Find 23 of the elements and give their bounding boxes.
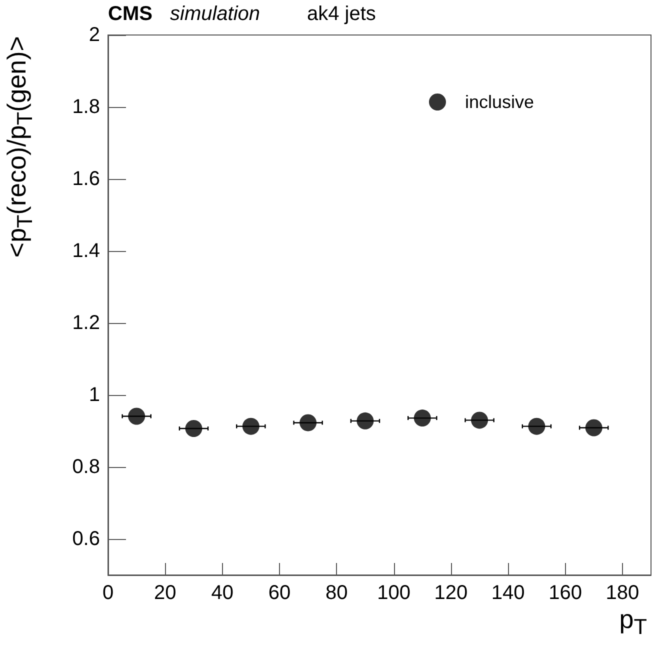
y-tick-label: 1.6 — [72, 168, 100, 190]
y-tick-label: 0.6 — [72, 528, 100, 550]
y-tick-label: 1.8 — [72, 96, 100, 118]
y-tick-label: 1.2 — [72, 312, 100, 334]
x-tick-label: 0 — [102, 582, 114, 604]
y-tick-label: 1 — [88, 384, 100, 406]
y-tick-label: 0.8 — [72, 456, 100, 478]
chart-title: CMS — [108, 3, 152, 25]
y-tick-label: 2 — [88, 24, 100, 46]
x-tick-label: 100 — [377, 582, 410, 604]
x-tick-label: 140 — [491, 582, 525, 604]
x-axis-title: p$_{T}$ — [619, 604, 647, 640]
text: ak4 jets — [307, 3, 376, 25]
y-tick-label: 1.4 — [72, 240, 100, 262]
x-tick-label: 160 — [548, 582, 582, 604]
legend-label: inclusive — [464, 92, 534, 112]
x-tick-label: 40 — [211, 582, 234, 604]
x-tick-label: 80 — [326, 582, 348, 604]
x-tick-label: 120 — [434, 582, 468, 604]
x-tick-label: 180 — [606, 582, 640, 604]
x-tick-label: 60 — [268, 582, 291, 604]
x-tick-label: 20 — [154, 582, 176, 604]
chart-subtitle: simulation — [170, 3, 260, 25]
